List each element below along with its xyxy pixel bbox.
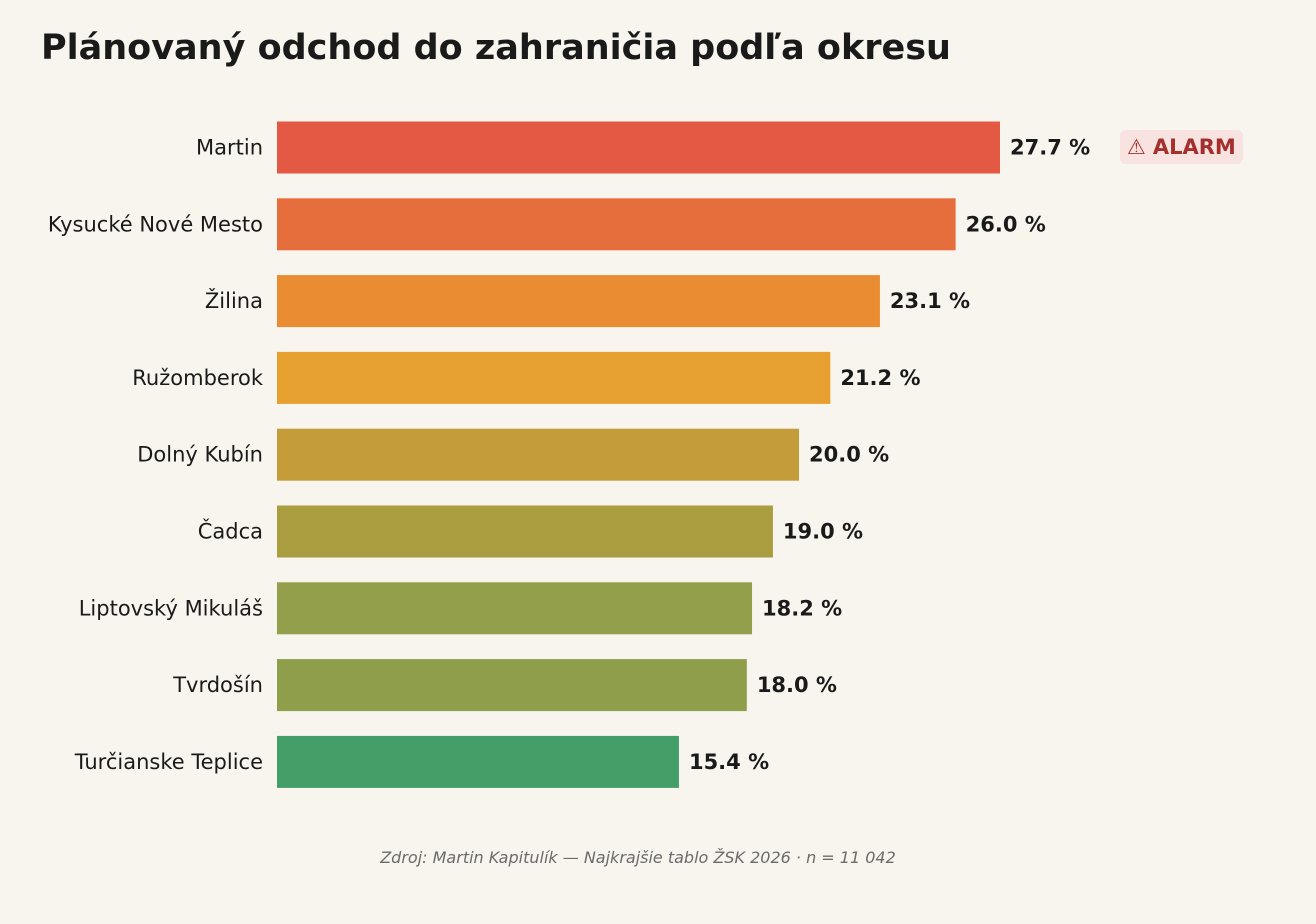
value-label: 18.2 % bbox=[762, 596, 842, 620]
category-label: Dolný Kubín bbox=[137, 443, 263, 467]
alarm-badge-label: ALARM bbox=[1152, 135, 1236, 159]
value-label: 20.0 % bbox=[809, 443, 889, 467]
category-label: Žilina bbox=[205, 288, 263, 313]
bar bbox=[277, 428, 800, 481]
bar bbox=[277, 659, 747, 712]
category-label: Tvrdošín bbox=[172, 673, 263, 697]
value-label: 23.1 % bbox=[890, 289, 970, 313]
bar bbox=[277, 505, 773, 558]
category-label: Kysucké Nové Mesto bbox=[48, 212, 263, 236]
value-label: 27.7 % bbox=[1010, 136, 1090, 160]
bar bbox=[277, 582, 753, 635]
bar bbox=[277, 735, 679, 788]
category-label: Turčianske Teplice bbox=[74, 750, 263, 774]
bar bbox=[277, 275, 880, 328]
category-label: Liptovský Mikuláš bbox=[79, 596, 263, 620]
source-footnote: Zdroj: Martin Kapitulík — Najkrajšie tab… bbox=[380, 848, 896, 867]
value-label: 21.2 % bbox=[840, 366, 920, 390]
value-label: 15.4 % bbox=[689, 750, 769, 774]
chart-title: Plánovaný odchod do zahraničia podľa okr… bbox=[41, 28, 951, 68]
bar bbox=[277, 121, 1000, 174]
warning-icon: ⚠ bbox=[1127, 135, 1146, 159]
bar bbox=[277, 351, 831, 404]
value-label: 19.0 % bbox=[783, 520, 863, 544]
category-label: Martin bbox=[196, 136, 263, 160]
bar bbox=[277, 198, 956, 251]
value-label: 18.0 % bbox=[757, 673, 837, 697]
alarm-badge: ⚠ ALARM bbox=[1120, 130, 1243, 164]
value-label: 26.0 % bbox=[966, 212, 1046, 236]
category-label: Ružomberok bbox=[132, 366, 264, 390]
category-label: Čadca bbox=[198, 519, 263, 544]
